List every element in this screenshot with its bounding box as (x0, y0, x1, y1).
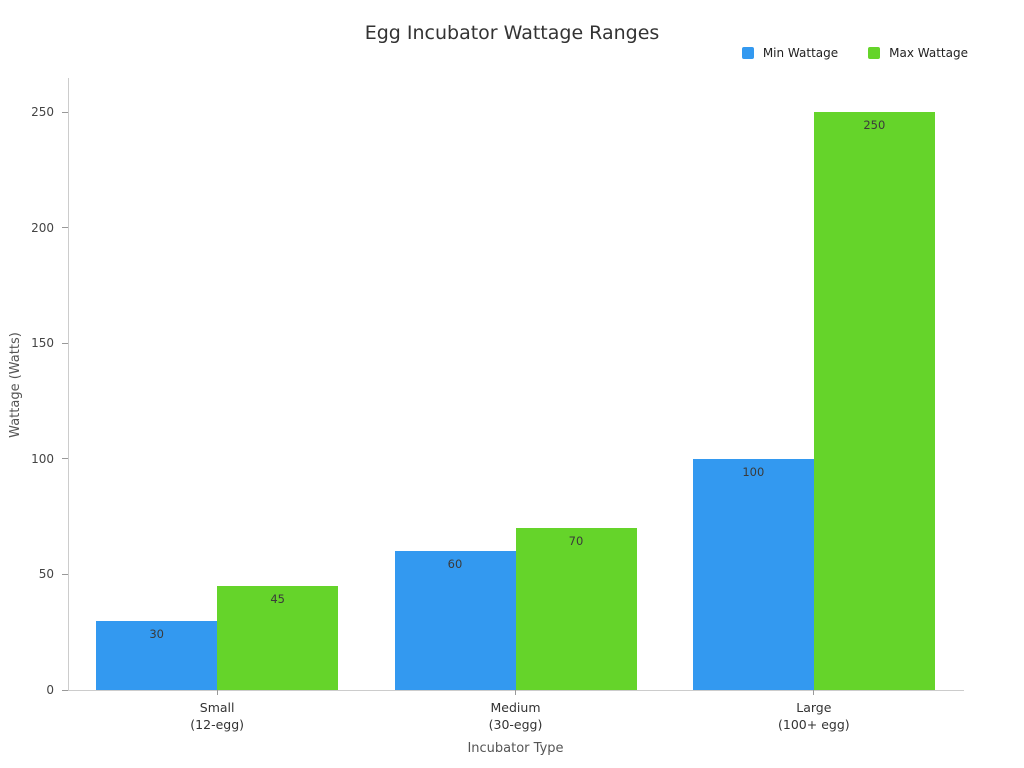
bar-value-label: 60 (447, 557, 463, 572)
legend: Min Wattage Max Wattage (741, 46, 968, 60)
y-axis-tick (62, 689, 68, 691)
y-axis-tick (62, 342, 68, 344)
y-axis-tick-label: 100 (31, 451, 54, 466)
y-axis-tick-label: 250 (31, 105, 54, 119)
bar-max-wattage (217, 585, 339, 690)
legend-swatch-max-wattage (868, 47, 881, 59)
x-axis-title: Incubator Type (467, 741, 564, 756)
legend-item-min-wattage: Min Wattage (741, 46, 839, 60)
legend-item-max-wattage: Max Wattage (868, 46, 968, 60)
plot-area: 0 50 100 150 200 250 Small (12-egg) 30 45 Medium … (31, 105, 963, 732)
y-axis-tick-label: 200 (31, 220, 54, 235)
y-axis-tick-label: 50 (38, 567, 54, 582)
x-axis-category-label: Small (12-egg) (190, 700, 245, 732)
y-axis-tick (62, 111, 68, 113)
y-axis-tick (62, 458, 68, 460)
bar-min-wattage (96, 620, 218, 690)
chart-title: Egg Incubator Wattage Ranges (364, 22, 660, 44)
y-axis-tick (62, 573, 68, 575)
legend-swatch-min-wattage (741, 47, 754, 59)
bar-value-label: 250 (863, 118, 886, 132)
x-axis-tick (216, 690, 218, 695)
x-axis-category-label: Medium (30-egg) (488, 700, 543, 732)
x-axis-line (68, 690, 964, 691)
y-axis-tick-label: 0 (46, 683, 54, 697)
bar-value-label: 30 (149, 626, 164, 641)
x-axis-tick (813, 690, 815, 695)
x-axis-tick (515, 690, 516, 695)
y-axis-tick (62, 227, 68, 229)
legend-label: Min Wattage (762, 46, 839, 60)
bar-min-wattage (394, 551, 516, 690)
legend-label: Max Wattage (889, 46, 968, 60)
bar-max-wattage (813, 112, 935, 690)
bar-value-label: 100 (742, 464, 765, 479)
bar-value-label: 70 (568, 534, 584, 549)
y-axis-line (68, 78, 69, 691)
bar-max-wattage (515, 528, 637, 690)
x-axis-category-label: Large (100+ egg) (778, 700, 850, 732)
bar-value-label: 45 (270, 591, 285, 606)
y-axis-tick-label: 150 (31, 336, 54, 351)
y-axis-title: Wattage (Watts) (8, 332, 23, 438)
bar-min-wattage (692, 458, 814, 690)
